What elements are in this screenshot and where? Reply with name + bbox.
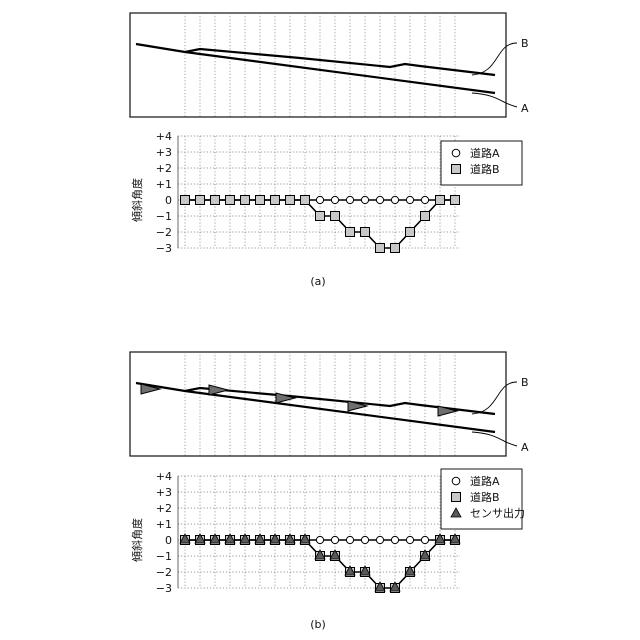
- legend-label: センサ出力: [470, 506, 525, 520]
- figure-b: B A +4 +3 +2 +1 0 −1 −2 −3 傾斜角度 道路A 道路B センサ出力 (b): [130, 352, 529, 631]
- y-tick-label: −3: [156, 582, 172, 595]
- road-a-point: [316, 536, 323, 543]
- road-b-point: [421, 212, 430, 221]
- legend-label: 道路B: [470, 490, 500, 504]
- y-tick-label: +2: [156, 502, 172, 515]
- road-b-point: [256, 196, 265, 205]
- figure-caption: (b): [310, 618, 326, 631]
- road-a-point: [331, 196, 338, 203]
- road-a-point: [361, 536, 368, 543]
- road-a-point: [346, 536, 353, 543]
- figure-caption: (a): [310, 275, 325, 288]
- road-b-point: [376, 244, 385, 253]
- road-a-point: [421, 536, 428, 543]
- road-a-point: [406, 536, 413, 543]
- y-tick-label: 0: [165, 194, 172, 207]
- road-b-point: [226, 196, 235, 205]
- y-axis-label: 傾斜角度: [130, 178, 144, 222]
- road-b-label: B: [521, 37, 529, 50]
- road-b-point: [286, 196, 295, 205]
- road-panel-frame: [130, 13, 506, 117]
- road-b-point: [196, 196, 205, 205]
- legend-circle-marker: [452, 149, 460, 157]
- legend-label: 道路B: [470, 162, 500, 176]
- road-panel-frame: [130, 352, 506, 456]
- road-b-point: [451, 196, 460, 205]
- road-b-point: [391, 244, 400, 253]
- road-b-label: B: [521, 376, 529, 389]
- road-a-leader: [472, 432, 517, 446]
- y-tick-label: +2: [156, 162, 172, 175]
- y-tick-label: +1: [156, 178, 172, 191]
- road-b-leader: [472, 43, 517, 75]
- road-b-point: [301, 196, 310, 205]
- road-b-point: [346, 228, 355, 237]
- road-b-point: [271, 196, 280, 205]
- y-tick-label: 0: [165, 534, 172, 547]
- road-b-point: [361, 228, 370, 237]
- legend-square-marker: [452, 493, 461, 502]
- road-b-point: [241, 196, 250, 205]
- road-b-point: [211, 196, 220, 205]
- road-a-point: [331, 536, 338, 543]
- y-tick-label: −2: [156, 566, 172, 579]
- road-a-point: [376, 536, 383, 543]
- road-a-label: A: [521, 441, 529, 454]
- road-b-line: [185, 49, 495, 75]
- road-b-point: [181, 196, 190, 205]
- road-b-leader: [472, 382, 517, 414]
- y-tick-label: +3: [156, 486, 172, 499]
- legend-circle-marker: [452, 477, 460, 485]
- road-b-point: [436, 196, 445, 205]
- road-a-point: [391, 196, 398, 203]
- road-a-point: [421, 196, 428, 203]
- legend-label: 道路A: [470, 474, 500, 488]
- y-axis-label: 傾斜角度: [130, 518, 144, 562]
- figure-a: B A +4 +3 +2 +1 0 −1 −2 −3 傾斜角度 道路A 道路B (a): [130, 13, 529, 288]
- road-a-point: [361, 196, 368, 203]
- y-tick-label: −1: [156, 210, 172, 223]
- y-tick-label: −1: [156, 550, 172, 563]
- y-tick-label: +4: [156, 130, 172, 143]
- road-a-point: [406, 196, 413, 203]
- road-a-point: [391, 536, 398, 543]
- y-tick-label: −2: [156, 226, 172, 239]
- y-tick-label: +1: [156, 518, 172, 531]
- y-tick-label: +3: [156, 146, 172, 159]
- road-a-point: [376, 196, 383, 203]
- road-b-point: [316, 212, 325, 221]
- legend-square-marker: [452, 165, 461, 174]
- road-a-leader: [472, 93, 517, 107]
- legend-label: 道路A: [470, 146, 500, 160]
- sensor-vehicle-marker-1: [209, 385, 228, 395]
- road-a-label: A: [521, 102, 529, 115]
- y-tick-label: −3: [156, 242, 172, 255]
- road-b-point: [331, 212, 340, 221]
- road-a-point: [346, 196, 353, 203]
- y-tick-label: +4: [156, 470, 172, 483]
- road-a-point: [316, 196, 323, 203]
- sensor-vehicle-marker-2: [276, 393, 295, 403]
- road-b-point: [406, 228, 415, 237]
